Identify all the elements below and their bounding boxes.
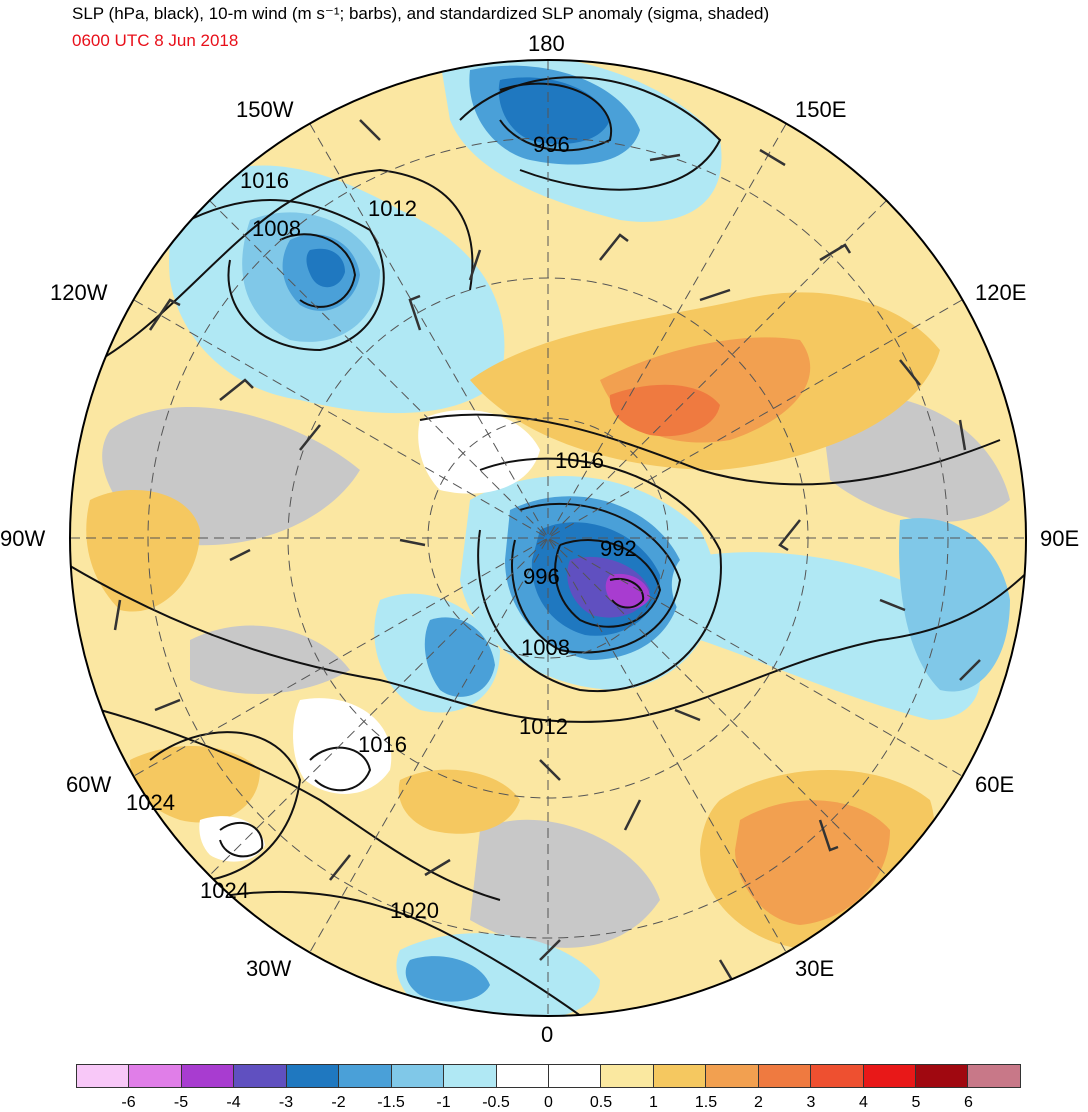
colorbar-swatch bbox=[444, 1065, 497, 1087]
lon-label-120w: 120W bbox=[50, 280, 108, 305]
colorbar-swatch bbox=[811, 1065, 864, 1087]
lon-label-90e: 90E bbox=[1040, 526, 1080, 551]
colorbar-tick-label: -5 bbox=[173, 1094, 189, 1111]
colorbar-tick-label: -6 bbox=[121, 1094, 136, 1111]
colorbar-tick-label: 5 bbox=[911, 1094, 921, 1111]
colorbar bbox=[76, 1064, 1021, 1088]
colorbar-swatch bbox=[129, 1065, 182, 1087]
colorbar-swatch bbox=[234, 1065, 287, 1087]
isobar-label-1012-south: 1012 bbox=[519, 714, 568, 739]
colorbar-swatch bbox=[968, 1065, 1020, 1087]
colorbar-tick-label: 4 bbox=[859, 1094, 868, 1111]
colorbar-swatch bbox=[916, 1065, 969, 1087]
colorbar-swatch bbox=[339, 1065, 392, 1087]
colorbar-tick-label: 3 bbox=[806, 1094, 816, 1111]
colorbar-tick-label: 2 bbox=[754, 1094, 763, 1111]
lon-label-0: 0 bbox=[541, 1022, 554, 1047]
colorbar-swatch bbox=[601, 1065, 654, 1087]
map-boundary bbox=[69, 59, 1027, 1017]
map-field bbox=[70, 60, 1026, 1016]
colorbar-tick-label: 6 bbox=[964, 1094, 973, 1111]
colorbar-tick-label: -3 bbox=[278, 1094, 294, 1111]
colorbar-swatch bbox=[863, 1065, 916, 1087]
colorbar-tick-label: 1 bbox=[649, 1094, 658, 1111]
isobar-label-1012-north: 1012 bbox=[368, 196, 417, 221]
lon-label-30e: 30E bbox=[795, 956, 835, 981]
isobar-label-992: 992 bbox=[600, 536, 637, 561]
isobar-label-1016-atlantic: 1016 bbox=[358, 732, 407, 757]
colorbar-tick-label: 0 bbox=[544, 1094, 553, 1111]
isobar-label-1008-center: 1008 bbox=[521, 635, 570, 660]
isobar-label-1020: 1020 bbox=[390, 898, 439, 923]
lon-label-90w: 90W bbox=[0, 526, 46, 551]
colorbar-swatch bbox=[548, 1065, 602, 1087]
valid-time: 0600 UTC 8 Jun 2018 bbox=[72, 31, 239, 50]
map-title: SLP (hPa, black), 10-m wind (m s⁻¹; barb… bbox=[72, 4, 770, 23]
colorbar-tick-label: -1 bbox=[436, 1094, 451, 1111]
lon-label-60e: 60E bbox=[975, 772, 1015, 797]
colorbar-tick-label: -0.5 bbox=[482, 1094, 510, 1111]
colorbar-tick-label: -2 bbox=[331, 1094, 346, 1111]
lon-label-60w: 60W bbox=[66, 772, 112, 797]
isobar-label-1016-west: 1016 bbox=[240, 168, 289, 193]
isobar-label-1024-southwest: 1024 bbox=[200, 878, 249, 903]
lon-label-150e: 150E bbox=[795, 97, 847, 122]
isobar-label-996-center: 996 bbox=[523, 564, 560, 589]
colorbar-swatch bbox=[77, 1065, 130, 1087]
lon-label-150w: 150W bbox=[236, 97, 294, 122]
colorbar-tick-label: 0.5 bbox=[589, 1094, 613, 1111]
colorbar-tick-label: 1.5 bbox=[694, 1094, 718, 1111]
isobar-label-1016-center: 1016 bbox=[555, 448, 604, 473]
lon-label-120e: 120E bbox=[975, 280, 1027, 305]
isobar-label-1024-west: 1024 bbox=[126, 790, 175, 815]
colorbar-tick-label: -4 bbox=[226, 1094, 241, 1111]
colorbar-swatch bbox=[286, 1065, 340, 1087]
colorbar-swatch bbox=[391, 1065, 445, 1087]
colorbar-swatch bbox=[496, 1065, 549, 1087]
colorbar-swatch bbox=[181, 1065, 235, 1087]
colorbar-swatch bbox=[706, 1065, 759, 1087]
isobar-labels: 996 1016 1012 1008 1016 992 996 1008 101… bbox=[126, 132, 637, 923]
lon-label-30w: 30W bbox=[246, 956, 292, 981]
colorbar-tick-label: -1.5 bbox=[377, 1094, 405, 1111]
lon-label-180: 180 bbox=[528, 31, 565, 56]
colorbar-swatch bbox=[758, 1065, 812, 1087]
isobar-label-1008-west: 1008 bbox=[252, 216, 301, 241]
colorbar-swatch bbox=[653, 1065, 707, 1087]
isobar-label-996-north: 996 bbox=[533, 132, 570, 157]
